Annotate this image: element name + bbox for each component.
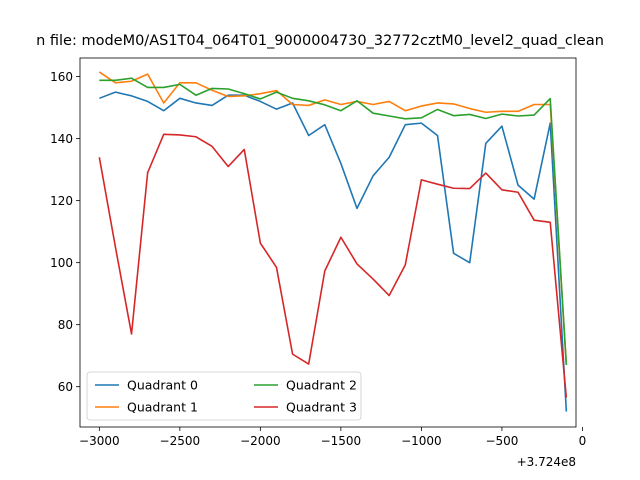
x-tick-label: −1000	[401, 434, 442, 448]
series-line-quadrant-3	[98, 133, 568, 398]
legend: Quadrant 0 Quadrant 1 Quadrant 2 Quadrant 3	[86, 371, 362, 421]
x-tick-label: −1500	[321, 434, 362, 448]
y-axis: 60 80 100 120 140 160	[50, 70, 80, 394]
legend-label-quadrant-1: Quadrant 1	[127, 400, 198, 415]
legend-label-quadrant-0: Quadrant 0	[127, 378, 198, 393]
plot-frame	[79, 57, 577, 428]
y-tick-label: 80	[58, 318, 73, 332]
x-tick-label: −500	[485, 434, 518, 448]
legend-label-quadrant-3: Quadrant 3	[286, 400, 357, 415]
x-tick-label: 0	[579, 434, 587, 448]
chart-title: n file: modeM0/AS1T04_064T01_9000004730_…	[36, 33, 604, 49]
y-tick-label: 140	[50, 132, 73, 146]
y-tick-label: 60	[58, 380, 73, 394]
x-axis-offset-label: +3.724e8	[517, 455, 576, 469]
series-line-quadrant-1	[98, 71, 568, 366]
series-line-quadrant-2	[99, 77, 568, 366]
y-tick-label: 120	[50, 194, 73, 208]
x-tick-label: −2500	[160, 434, 201, 448]
series-line-quadrant-0	[99, 91, 568, 412]
plot-lines	[98, 71, 568, 412]
legend-box	[86, 371, 362, 421]
y-tick-label: 160	[50, 70, 73, 84]
legend-label-quadrant-2: Quadrant 2	[286, 378, 357, 393]
x-axis: −3000 −2500 −2000 −1500 −1000 −500 0	[79, 427, 586, 448]
x-tick-label: −2000	[240, 434, 281, 448]
x-tick-label: −3000	[79, 434, 120, 448]
y-tick-label: 100	[50, 256, 73, 270]
